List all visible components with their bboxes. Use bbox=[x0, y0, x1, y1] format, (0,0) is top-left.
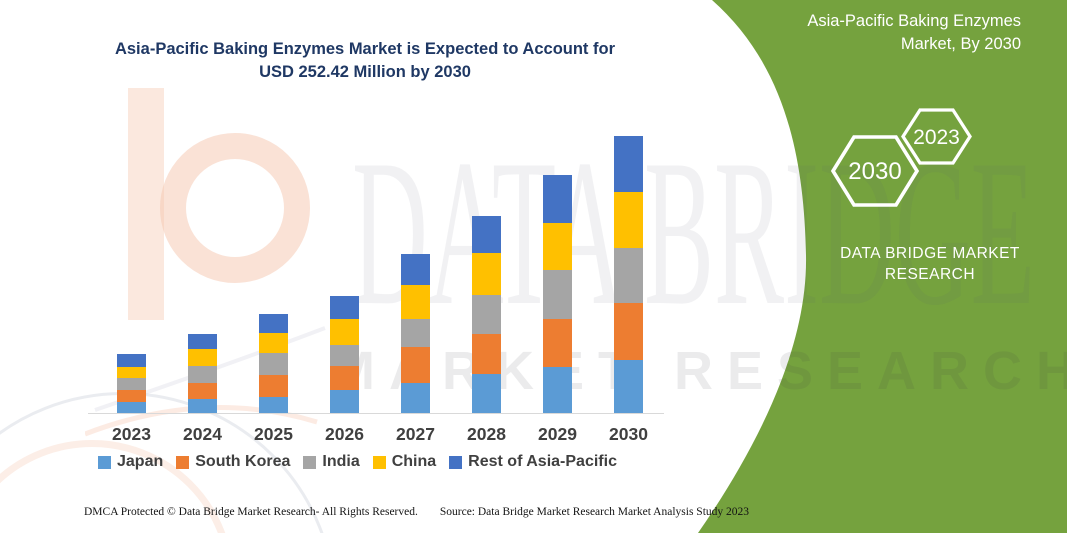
chart-title-line2: USD 252.42 Million by 2030 bbox=[259, 63, 471, 81]
legend-swatch-rest-of-asia-pacific bbox=[449, 455, 463, 469]
plot-area bbox=[88, 130, 664, 414]
bar-segment-south-korea bbox=[188, 383, 217, 399]
bar-2023 bbox=[117, 353, 146, 413]
bar-2026 bbox=[330, 295, 359, 413]
bar-segment-china bbox=[543, 223, 572, 271]
bar-segment-china bbox=[188, 349, 217, 366]
bar-segment-rest-of-asia-pacific bbox=[614, 136, 643, 193]
side-panel-heading-line1: Asia-Pacific Baking Enzymes bbox=[807, 12, 1021, 30]
bar-2028 bbox=[472, 215, 501, 413]
bar-2025 bbox=[259, 314, 288, 413]
bar-segment-china bbox=[401, 284, 430, 319]
bar-segment-india bbox=[543, 270, 572, 319]
bar-2027 bbox=[401, 253, 430, 413]
bar-segment-india bbox=[259, 352, 288, 375]
bar-segment-rest-of-asia-pacific bbox=[472, 215, 501, 253]
bar-segment-japan bbox=[543, 366, 572, 413]
bar-segment-japan bbox=[259, 396, 288, 413]
bar-segment-south-korea bbox=[614, 303, 643, 361]
brand-name: DATA BRIDGE MARKET RESEARCH bbox=[830, 243, 1030, 285]
bar-segment-japan bbox=[188, 398, 217, 413]
legend-label-india: India bbox=[322, 453, 360, 470]
legend-item-rest-of-asia-pacific: Rest of Asia-Pacific bbox=[449, 453, 617, 471]
bar-segment-rest-of-asia-pacific bbox=[259, 314, 288, 333]
hexagon-badges: 2030 2023 bbox=[830, 108, 972, 207]
x-axis-label-2026: 2026 bbox=[325, 424, 364, 444]
bar-segment-south-korea bbox=[472, 334, 501, 374]
brand-name-line2: RESEARCH bbox=[884, 266, 976, 283]
bar-segment-china bbox=[330, 318, 359, 345]
legend-swatch-japan bbox=[98, 455, 111, 469]
bar-segment-south-korea bbox=[330, 365, 359, 390]
bar-segment-india bbox=[117, 377, 146, 390]
chart-title: Asia-Pacific Baking Enzymes Market is Ex… bbox=[60, 38, 670, 84]
bar-segment-japan bbox=[117, 402, 146, 413]
bar-segment-india bbox=[472, 294, 501, 334]
hexagon-2030-label: 2030 bbox=[848, 158, 901, 185]
bar-segment-rest-of-asia-pacific bbox=[330, 295, 359, 319]
bar-segment-rest-of-asia-pacific bbox=[543, 174, 572, 224]
x-axis-label-2024: 2024 bbox=[183, 424, 222, 444]
bar-segment-india bbox=[188, 365, 217, 384]
legend: Japan South Korea India China Rest of Asia-P… bbox=[98, 453, 617, 471]
legend-item-india: India bbox=[303, 453, 360, 471]
x-axis-label-2030: 2030 bbox=[609, 424, 648, 444]
bar-2030 bbox=[614, 136, 643, 413]
bar-segment-india bbox=[330, 344, 359, 366]
bar-segment-china bbox=[472, 252, 501, 295]
legend-label-japan: Japan bbox=[117, 453, 164, 470]
bar-2024 bbox=[188, 334, 217, 413]
bar-segment-south-korea bbox=[117, 389, 146, 403]
x-axis-label-2028: 2028 bbox=[467, 424, 506, 444]
x-axis-label-2025: 2025 bbox=[254, 424, 293, 444]
bar-segment-japan bbox=[330, 389, 359, 413]
x-axis-label-2027: 2027 bbox=[396, 424, 435, 444]
x-axis-labels: 2023 2024 2025 2026 2027 2028 2029 2030 bbox=[88, 424, 664, 448]
footer-dmca-text: DMCA Protected © Data Bridge Market Rese… bbox=[84, 506, 418, 518]
side-panel-heading-line2: Market, By 2030 bbox=[900, 35, 1021, 53]
bar-segment-india bbox=[401, 318, 430, 348]
legend-swatch-south-korea bbox=[176, 455, 190, 469]
chart-title-line1: Asia-Pacific Baking Enzymes Market is Ex… bbox=[114, 40, 616, 58]
legend-item-japan: Japan bbox=[98, 453, 163, 471]
hexagon-2023-icon bbox=[901, 108, 972, 165]
bar-segment-rest-of-asia-pacific bbox=[188, 334, 217, 350]
brand-name-line1: DATA BRIDGE MARKET bbox=[840, 245, 1020, 262]
hexagon-2030-icon bbox=[830, 135, 920, 207]
legend-label-rest-of-asia-pacific: Rest of Asia-Pacific bbox=[468, 453, 617, 470]
bar-segment-japan bbox=[614, 360, 643, 413]
green-panel-shape bbox=[698, 0, 1067, 533]
bar-segment-china bbox=[614, 192, 643, 249]
bar-segment-japan bbox=[472, 373, 501, 413]
x-axis-label-2029: 2029 bbox=[538, 424, 577, 444]
bar-segment-japan bbox=[401, 383, 430, 413]
footer-source-text: Source: Data Bridge Market Research Mark… bbox=[439, 506, 750, 518]
bar-segment-rest-of-asia-pacific bbox=[117, 353, 146, 367]
bar-segment-south-korea bbox=[259, 374, 288, 397]
bar-segment-south-korea bbox=[543, 318, 572, 367]
legend-swatch-china bbox=[372, 455, 386, 469]
x-axis-label-2023: 2023 bbox=[112, 424, 151, 444]
hexagon-2023-label: 2023 bbox=[913, 126, 960, 149]
footer: DMCA Protected © Data Bridge Market Rese… bbox=[84, 506, 749, 518]
bar-segment-rest-of-asia-pacific bbox=[401, 253, 430, 285]
side-panel-heading: Asia-Pacific Baking Enzymes Market, By 2… bbox=[740, 10, 1021, 56]
legend-item-south-korea: South Korea bbox=[176, 453, 290, 471]
bar-segment-india bbox=[614, 248, 643, 304]
bar-2029 bbox=[543, 174, 572, 413]
legend-item-china: China bbox=[372, 453, 437, 471]
legend-label-china: China bbox=[391, 453, 437, 470]
bar-segment-south-korea bbox=[401, 347, 430, 384]
bar-segment-china bbox=[117, 366, 146, 378]
bar-segment-china bbox=[259, 332, 288, 353]
legend-label-south-korea: South Korea bbox=[195, 453, 291, 470]
legend-swatch-india bbox=[303, 455, 317, 469]
